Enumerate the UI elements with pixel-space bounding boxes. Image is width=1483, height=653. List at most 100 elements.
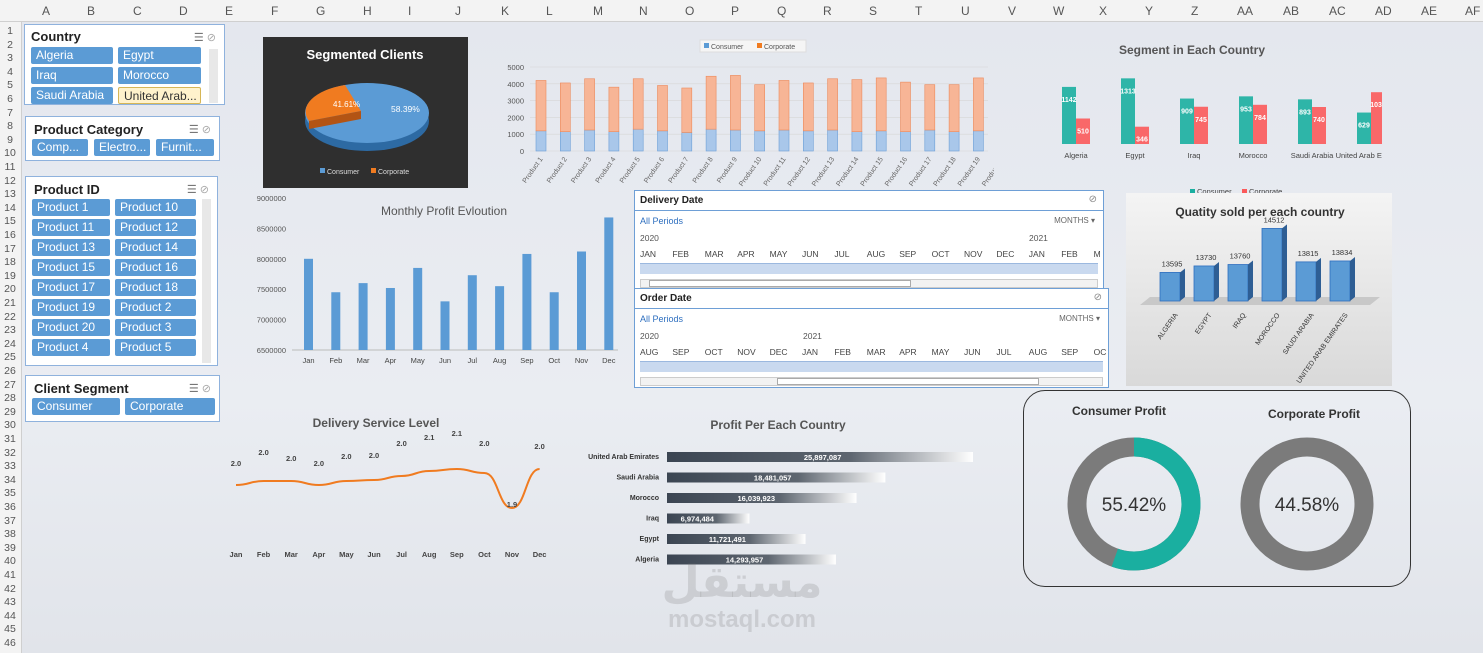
column-header[interactable]: T — [915, 4, 923, 18]
timeline-month[interactable]: APR — [899, 347, 917, 357]
scroll-thumb[interactable] — [777, 378, 1039, 385]
timeline-month[interactable]: M — [1093, 249, 1101, 259]
all-periods-link[interactable]: All Periods — [640, 314, 684, 324]
column-header[interactable]: M — [593, 4, 603, 18]
bar-consumer[interactable] — [827, 129, 838, 152]
bar-consumer[interactable] — [1062, 86, 1076, 144]
bar-corporate[interactable] — [632, 78, 644, 130]
column-header[interactable]: C — [133, 4, 142, 18]
segment-slicer[interactable]: Client Segment ☰ ⊘ Consumer Corporate — [25, 375, 220, 422]
timeline-month[interactable]: JAN — [1028, 249, 1045, 259]
bar-consumer[interactable] — [705, 128, 717, 152]
timeline-month[interactable]: JAN — [640, 249, 657, 259]
timeline-month[interactable]: AUG — [866, 249, 886, 259]
column-header[interactable]: AA — [1237, 4, 1254, 18]
bar-consumer[interactable] — [924, 129, 936, 152]
row-header[interactable]: 20 — [4, 283, 16, 296]
bar-consumer[interactable] — [657, 130, 668, 152]
slicer-item[interactable]: Product 17 — [32, 279, 110, 296]
bar-corporate[interactable] — [657, 85, 668, 132]
row-header[interactable]: 13 — [4, 188, 16, 201]
bar-corporate[interactable] — [1135, 126, 1149, 144]
column-header[interactable]: D — [179, 4, 188, 18]
timeline-month[interactable]: SEP — [672, 347, 690, 357]
bar-profit[interactable] — [667, 534, 806, 544]
column-header[interactable]: Y — [1145, 4, 1154, 18]
timeline-month[interactable]: AUG — [1028, 347, 1048, 357]
bar-consumer[interactable] — [754, 130, 766, 152]
bar-monthly[interactable] — [304, 258, 313, 350]
clear-filter-icon[interactable]: ⊘ — [199, 184, 209, 196]
row-header[interactable]: 19 — [4, 269, 16, 282]
bar-corporate[interactable] — [875, 77, 887, 132]
profit-country-chart[interactable]: Profit Per Each Country United Arab Emira… — [547, 410, 987, 570]
bar-monthly[interactable] — [385, 287, 395, 350]
bar-corporate[interactable] — [1076, 118, 1090, 145]
bar-monthly[interactable] — [467, 275, 477, 350]
bar-corporate[interactable] — [730, 75, 741, 131]
bar-profit[interactable] — [667, 513, 750, 524]
row-header[interactable]: 4 — [7, 65, 13, 78]
multi-select-icon[interactable]: ☰ — [186, 184, 197, 196]
bar-corporate[interactable] — [924, 84, 936, 131]
bar-consumer[interactable] — [1357, 112, 1371, 144]
timeline-band[interactable] — [640, 361, 1103, 372]
bar-corporate[interactable] — [827, 78, 838, 131]
slicer-icons[interactable]: ☰ ⊘ — [194, 31, 216, 44]
row-header[interactable]: 32 — [4, 446, 16, 459]
row-header[interactable]: 44 — [4, 609, 16, 622]
column-header[interactable]: AD — [1375, 4, 1392, 18]
column-header[interactable]: Z — [1191, 4, 1199, 18]
slicer-item[interactable]: Product 3 — [115, 319, 196, 336]
row-header[interactable]: 9 — [7, 133, 13, 146]
row-header[interactable]: 26 — [4, 365, 16, 377]
timeline-month[interactable]: JUN — [964, 347, 981, 357]
bar-corporate[interactable] — [584, 78, 595, 131]
slicer-item[interactable]: Product 10 — [115, 199, 196, 216]
row-header[interactable]: 6 — [7, 93, 13, 105]
row-header[interactable]: 43 — [4, 596, 16, 609]
row-header[interactable]: 36 — [4, 501, 16, 513]
clear-filter-icon[interactable]: ⊘ — [1093, 292, 1102, 303]
timeline-month[interactable]: OCT — [931, 249, 950, 259]
timeline-month[interactable]: APR — [737, 249, 755, 259]
row-header[interactable]: 27 — [4, 378, 16, 391]
timeline-month[interactable]: DEC — [769, 347, 788, 357]
timeline-month[interactable]: MAR — [866, 347, 886, 357]
bar-corporate[interactable] — [802, 82, 814, 132]
timeline-month[interactable]: AUG — [640, 347, 659, 357]
row-header[interactable]: 22 — [4, 310, 16, 323]
bar-corporate[interactable] — [851, 79, 863, 132]
time-level-dropdown[interactable]: MONTHS ▾ — [1054, 216, 1095, 225]
bar-quantity[interactable] — [1329, 260, 1351, 302]
column-header[interactable]: J — [455, 4, 461, 18]
bar-consumer[interactable] — [584, 129, 595, 152]
row-header[interactable]: 2 — [7, 38, 13, 51]
bar-quantity[interactable] — [1193, 265, 1215, 302]
bar-consumer[interactable] — [632, 128, 644, 152]
bar-corporate[interactable] — [681, 87, 693, 133]
row-header[interactable]: 12 — [4, 174, 16, 187]
bar-monthly[interactable] — [358, 283, 368, 350]
order-date-timeline[interactable]: Order Date ⊘ All Periods MONTHS ▾ 2020 20… — [634, 288, 1109, 388]
column-header[interactable]: W — [1053, 4, 1065, 18]
timeline-month[interactable]: NOV — [737, 347, 756, 357]
slicer-item[interactable]: Product 4 — [32, 339, 110, 356]
row-header[interactable]: 23 — [4, 324, 16, 337]
bar-consumer[interactable] — [851, 131, 863, 152]
slicer-item[interactable]: Iraq — [31, 67, 113, 84]
timeline-month[interactable]: OC — [1093, 347, 1107, 357]
bar-corporate[interactable] — [608, 86, 620, 132]
slicer-item[interactable]: Product 12 — [115, 219, 196, 236]
slicer-item[interactable]: Saudi Arabia — [31, 87, 113, 104]
segment-country-chart[interactable]: Segment in Each Country 1142 510 1313 346 909… — [1022, 37, 1406, 197]
timeline-month[interactable]: FEB — [1061, 249, 1078, 259]
slicer-item[interactable]: Corporate — [125, 398, 215, 415]
bar-monthly[interactable] — [331, 292, 341, 350]
slicer-item[interactable]: Product 19 — [32, 299, 110, 316]
column-header[interactable]: F — [271, 4, 279, 18]
bar-quantity[interactable] — [1295, 261, 1317, 302]
segmented-clients-chart[interactable]: Segmented Clients 41.61% 58.39% Consumer… — [263, 37, 468, 188]
bar-corporate[interactable] — [973, 77, 984, 132]
timeline-month[interactable]: DEC — [996, 249, 1015, 259]
